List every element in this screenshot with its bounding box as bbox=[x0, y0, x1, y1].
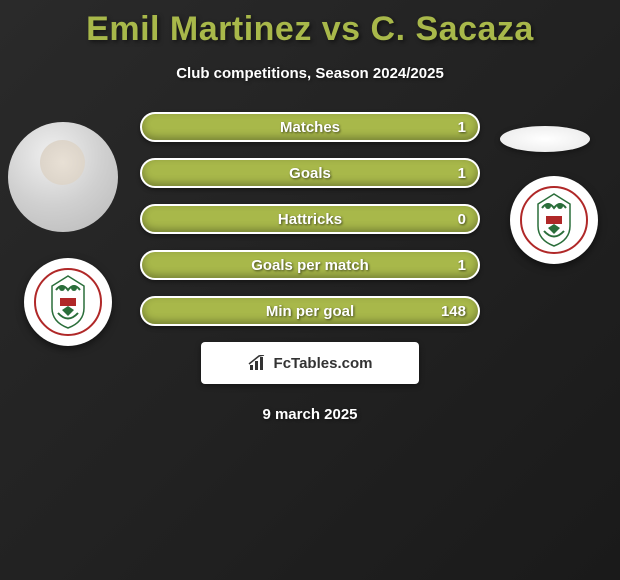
attribution-text: FcTables.com bbox=[274, 355, 373, 372]
stat-value: 0 bbox=[458, 211, 466, 228]
page-title: Emil Martinez vs C. Sacaza bbox=[0, 0, 620, 49]
page-subtitle: Club competitions, Season 2024/2025 bbox=[0, 65, 620, 82]
stat-label: Goals per match bbox=[251, 257, 369, 274]
stats-container: Matches 1 Goals 1 Hattricks 0 Goals per … bbox=[0, 112, 620, 326]
stat-label: Min per goal bbox=[266, 303, 354, 320]
stat-bar: Min per goal 148 bbox=[140, 296, 480, 326]
stat-bar: Goals 1 bbox=[140, 158, 480, 188]
stat-row: Min per goal 148 bbox=[140, 296, 480, 326]
stat-label: Matches bbox=[280, 119, 340, 136]
chart-icon bbox=[248, 355, 268, 371]
stat-row: Matches 1 bbox=[140, 112, 480, 142]
stat-row: Goals 1 bbox=[140, 158, 480, 188]
stat-value: 1 bbox=[458, 119, 466, 136]
stat-bar: Hattricks 0 bbox=[140, 204, 480, 234]
stat-label: Goals bbox=[289, 165, 331, 182]
stat-value: 1 bbox=[458, 257, 466, 274]
attribution-badge[interactable]: FcTables.com bbox=[201, 342, 419, 384]
stat-bar: Goals per match 1 bbox=[140, 250, 480, 280]
stat-bar: Matches 1 bbox=[140, 112, 480, 142]
stat-value: 148 bbox=[441, 303, 466, 320]
stat-label: Hattricks bbox=[278, 211, 342, 228]
stat-value: 1 bbox=[458, 165, 466, 182]
stat-row: Hattricks 0 bbox=[140, 204, 480, 234]
stat-row: Goals per match 1 bbox=[140, 250, 480, 280]
date-label: 9 march 2025 bbox=[0, 406, 620, 423]
